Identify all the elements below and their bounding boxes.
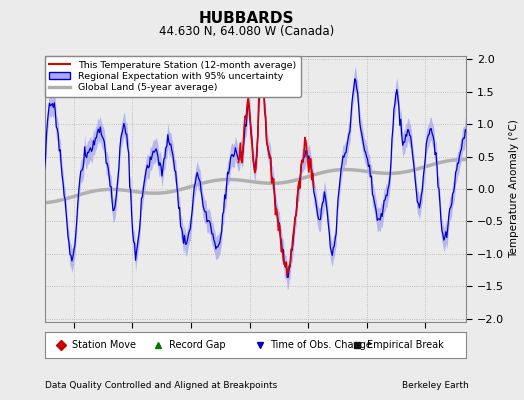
Text: Berkeley Earth: Berkeley Earth (402, 381, 469, 390)
Text: Record Gap: Record Gap (169, 340, 226, 350)
Legend: This Temperature Station (12-month average), Regional Expectation with 95% uncer: This Temperature Station (12-month avera… (45, 56, 301, 97)
Text: Station Move: Station Move (72, 340, 136, 350)
Text: Time of Obs. Change: Time of Obs. Change (270, 340, 372, 350)
Y-axis label: Temperature Anomaly (°C): Temperature Anomaly (°C) (509, 120, 519, 258)
Text: 44.630 N, 64.080 W (Canada): 44.630 N, 64.080 W (Canada) (159, 25, 334, 38)
Text: HUBBARDS: HUBBARDS (199, 11, 294, 26)
Text: Empirical Break: Empirical Break (367, 340, 444, 350)
Text: Data Quality Controlled and Aligned at Breakpoints: Data Quality Controlled and Aligned at B… (45, 381, 277, 390)
